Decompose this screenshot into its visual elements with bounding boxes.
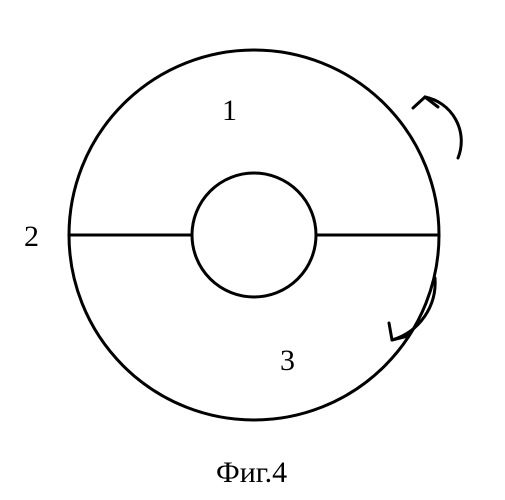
inner-ring [192, 173, 316, 297]
label-2: 2 [24, 220, 39, 253]
label-3: 3 [280, 344, 295, 377]
figure-caption: Фиг.4 [216, 456, 287, 489]
arrow-lower-head [389, 323, 408, 340]
figure-diagram: 1 2 3 Фиг.4 [0, 0, 505, 500]
label-1: 1 [222, 94, 237, 127]
arrow-upper-arc [425, 97, 461, 158]
